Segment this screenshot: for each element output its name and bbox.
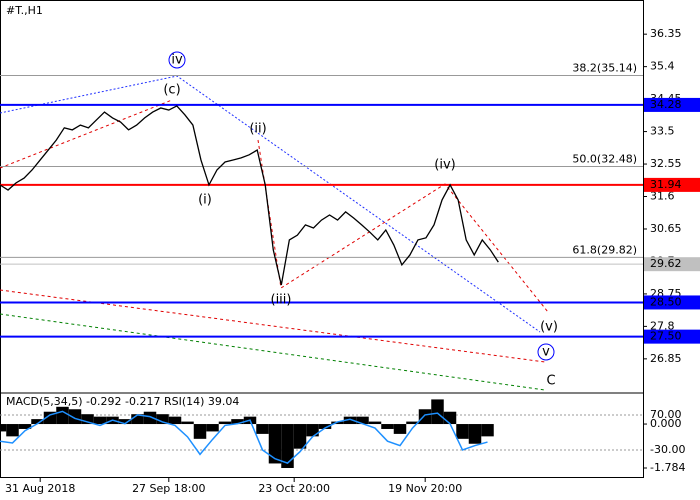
level-tag: [644, 329, 700, 344]
macd-bar: [318, 424, 332, 429]
level-label: -30.00: [650, 443, 685, 456]
y-tick-label: 32.55: [650, 157, 682, 170]
level-tag: [644, 97, 700, 112]
macd-bar: [6, 424, 19, 437]
x-tick-label: 19 Nov 20:00: [388, 482, 462, 495]
macd-bar: [306, 424, 319, 437]
level-tag: [644, 295, 700, 310]
price-line: [0, 105, 499, 286]
x-tick-label: 23 Oct 20:00: [258, 482, 330, 495]
channel-line: [0, 313, 546, 391]
x-tick-label: 31 Aug 2018: [5, 482, 75, 495]
y-tick-label: 31.6: [650, 190, 675, 203]
wave-label: iv: [171, 53, 183, 68]
macd-bar: [381, 424, 394, 429]
level-label: 29.62: [650, 257, 682, 270]
wave-line: [257, 139, 549, 313]
wave-label: (iv): [434, 158, 455, 173]
macd-bar: [193, 424, 207, 439]
macd-bar: [131, 414, 144, 425]
macd-bar: [143, 411, 157, 425]
indicator-title: MACD(5,34,5) -0.292 -0.217 RSI(14) 39.04: [6, 395, 239, 408]
y-tick-label: 36.35: [650, 27, 682, 40]
plot-frame: [0, 0, 644, 478]
level-label: 70.00: [650, 408, 682, 421]
macd-bar: [168, 416, 182, 425]
y-tick-label: 27.8: [650, 319, 675, 332]
wave-circle: [537, 343, 555, 361]
wave-label: (iii): [271, 293, 292, 308]
macd-bar: [31, 419, 44, 425]
macd-bar: [368, 421, 382, 425]
chart-title: #T.,H1: [6, 4, 43, 17]
macd-bar: [406, 421, 419, 425]
macd-bar: [18, 424, 32, 429]
macd-bar: [481, 424, 494, 437]
macd-bar: [281, 424, 294, 468]
level-label: 31.94: [650, 178, 682, 191]
level-tag: [644, 257, 700, 272]
wave-label: C: [546, 374, 555, 389]
y-tick-label: 26.85: [650, 352, 682, 365]
macd-bar: [206, 424, 219, 432]
fibo-label: 38.2(35.14): [572, 62, 637, 75]
macd-bar: [393, 424, 407, 434]
macd-bar: [181, 421, 194, 425]
macd-bar: [418, 409, 432, 425]
wave-label: (ii): [249, 122, 266, 137]
wave-label: (c): [163, 83, 180, 98]
y2-tick-label: -1.784: [650, 461, 685, 474]
macd-bar: [443, 411, 457, 425]
y-tick-label: 33.5: [650, 125, 675, 138]
macd-bar: [468, 424, 482, 444]
macd-bar: [81, 414, 94, 425]
wave-label: (v): [540, 320, 558, 335]
macd-bar: [256, 424, 269, 434]
y-tick-label: 30.65: [650, 222, 682, 235]
x-tick-label: 27 Sep 18:00: [132, 482, 205, 495]
macd-bar: [331, 421, 344, 425]
wave-label: (i): [198, 193, 212, 208]
macd-bar: [356, 416, 369, 425]
level-label: 28.50: [650, 295, 682, 308]
macd-bar: [218, 421, 232, 425]
y-tick-label: 35.4: [650, 60, 675, 73]
macd-bar: [56, 406, 69, 425]
macd-bar: [93, 416, 107, 425]
macd-bar: [343, 416, 357, 425]
macd-bar: [456, 424, 469, 439]
level-tag: [644, 177, 700, 192]
macd-bar: [118, 419, 132, 425]
fibo-label: 50.0(32.48): [572, 152, 637, 165]
y2-tick-label: 0.000: [650, 417, 682, 430]
macd-bar: [156, 414, 169, 425]
macd-bar: [293, 424, 307, 449]
level-label: 27.50: [650, 330, 682, 343]
fibo-label: 61.8(29.82): [572, 243, 637, 256]
rsi-line: [0, 410, 488, 464]
macd-bar: [268, 424, 282, 464]
macd-bar: [68, 409, 82, 425]
wave-circle: [168, 51, 186, 69]
wave-label: v: [542, 345, 550, 360]
macd-bar: [231, 419, 244, 425]
wave-line: [0, 99, 173, 169]
level-label: 34.28: [650, 98, 682, 111]
macd-bar: [0, 424, 7, 432]
macd-bar: [431, 399, 444, 425]
